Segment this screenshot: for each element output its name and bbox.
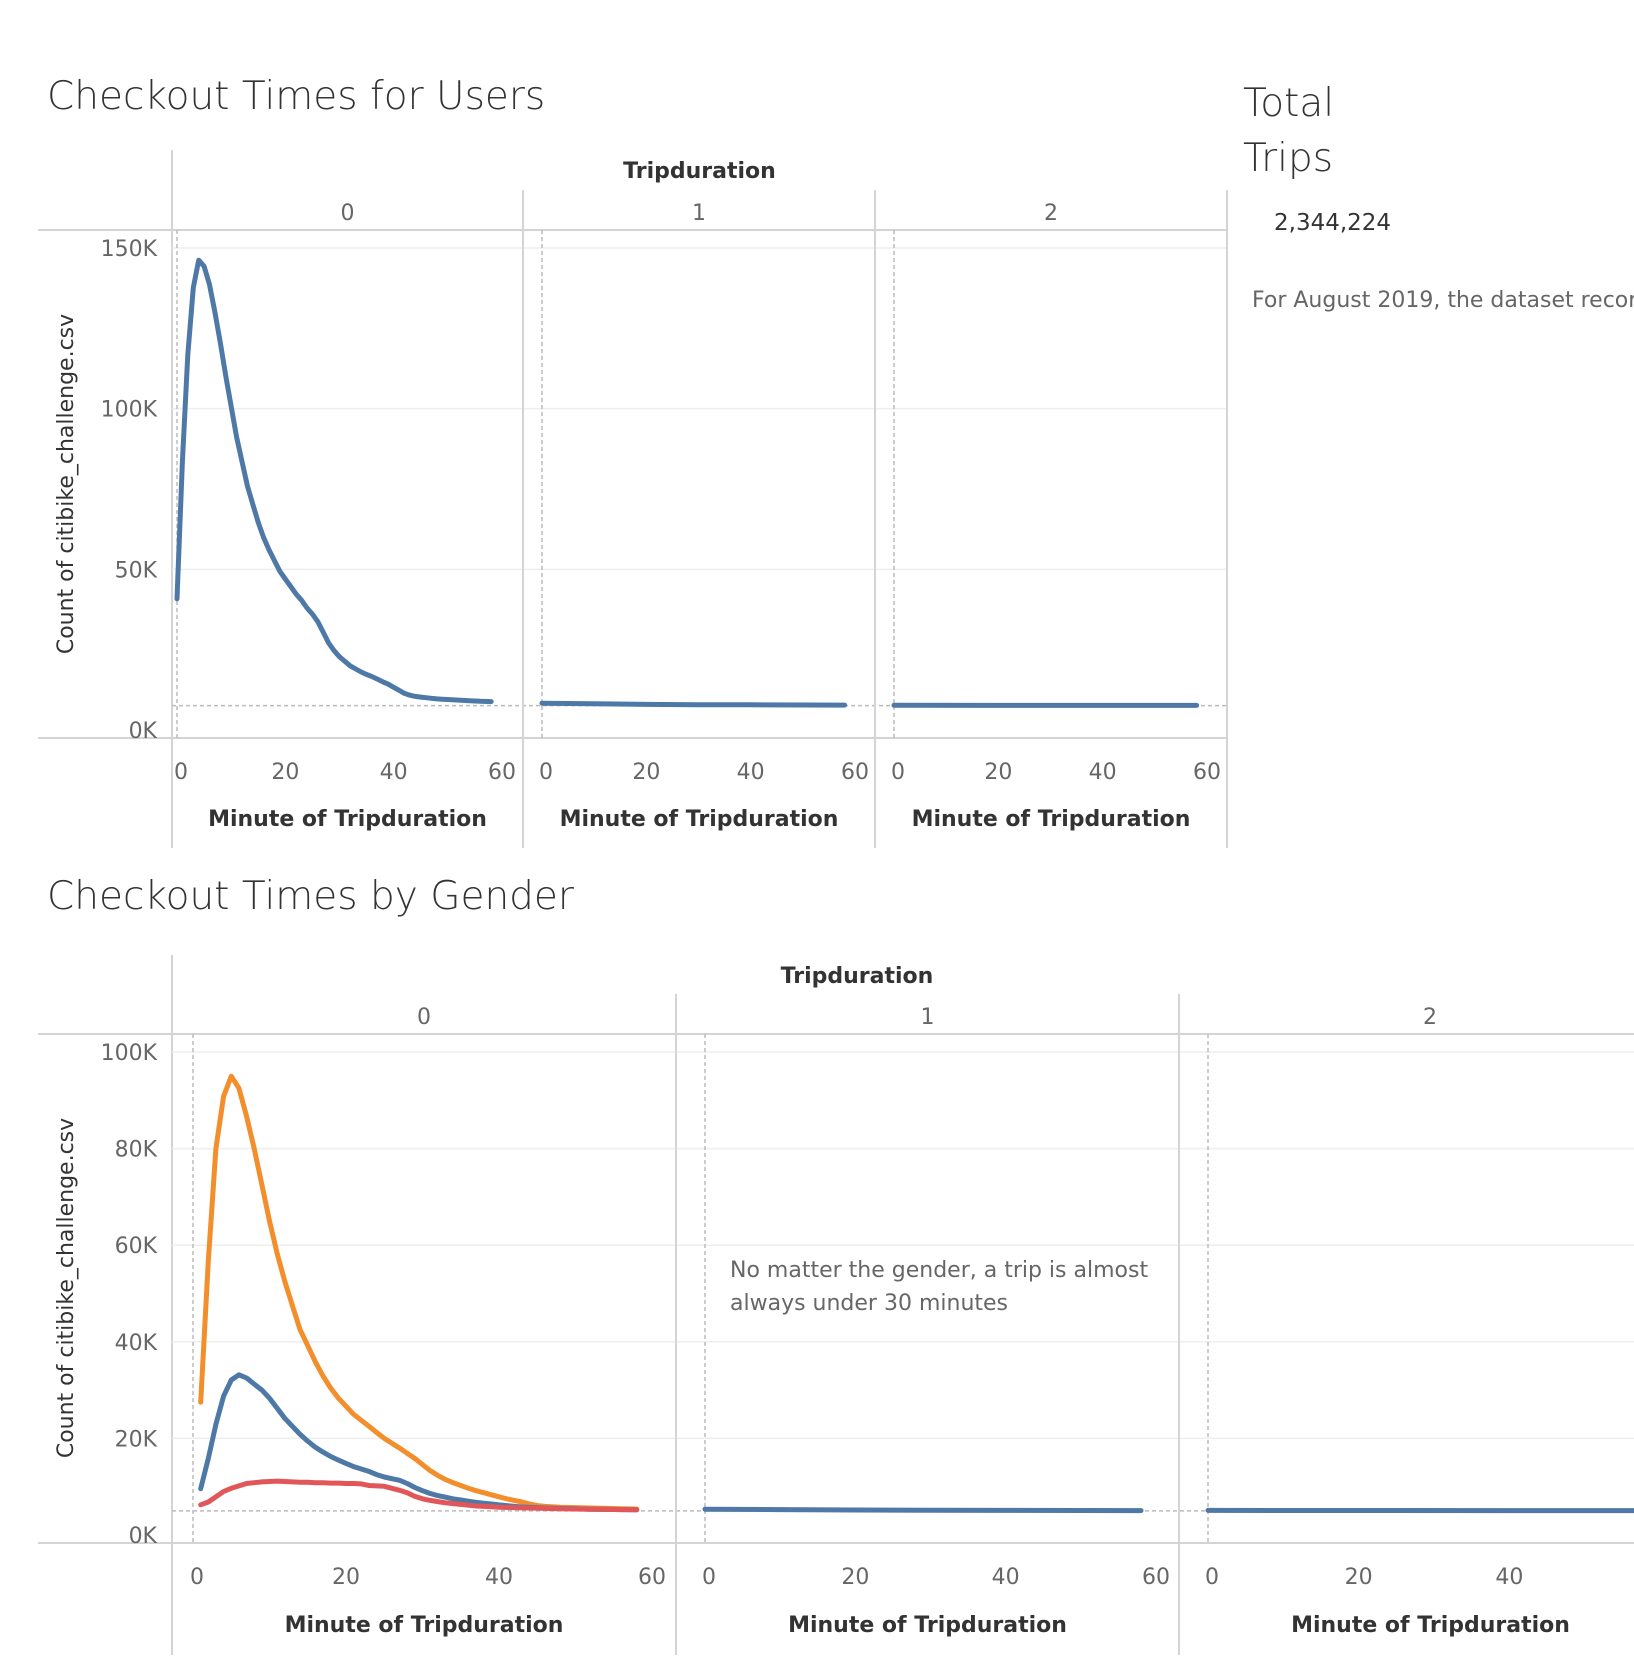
kpi-title-line2: Trips xyxy=(1243,136,1334,181)
x-tick-label: 40 xyxy=(737,760,765,785)
y-tick-label: 80K xyxy=(115,1138,158,1163)
x-tick-label: 40 xyxy=(485,1565,513,1590)
series-line-panel-0-1 xyxy=(198,1372,640,1513)
x-tick-label: 60 xyxy=(841,760,869,785)
y-tick-label: 20K xyxy=(115,1427,158,1452)
x-tick-label: 20 xyxy=(1345,1565,1373,1590)
x-tick-label: 60 xyxy=(1193,760,1221,785)
x-tick-label: 0 xyxy=(539,760,553,785)
annotation-text-line: always under 30 minutes xyxy=(730,1291,1008,1316)
y-tick-label: 150K xyxy=(101,237,158,262)
chart-title-users: Checkout Times for Users xyxy=(47,74,546,119)
kpi-title: Total Trips xyxy=(1243,76,1334,186)
x-tick-label: 60 xyxy=(1142,1565,1170,1590)
x-tick-label: 40 xyxy=(992,1565,1020,1590)
y-tick-label: 40K xyxy=(115,1331,158,1356)
series-line-panel-0-2 xyxy=(198,1478,640,1513)
x-tick-label: 60 xyxy=(638,1565,666,1590)
x-axis-title: Minute of Tripduration xyxy=(560,807,839,832)
series-line-panel-0-0 xyxy=(174,257,494,705)
kpi-title-line1: Total xyxy=(1243,81,1335,126)
column-label-0: 0 xyxy=(417,1005,431,1030)
x-tick-label: 40 xyxy=(380,760,408,785)
x-tick-label: 20 xyxy=(841,1565,869,1590)
x-axis-title: Minute of Tripduration xyxy=(788,1613,1067,1638)
x-axis-title: Minute of Tripduration xyxy=(208,807,487,832)
y-tick-label: 0K xyxy=(129,1524,158,1549)
column-header-label: Tripduration xyxy=(623,159,776,184)
x-tick-label: 0 xyxy=(190,1565,204,1590)
kpi-note-text: For August 2019, the dataset recor xyxy=(1252,288,1634,313)
x-tick-label: 60 xyxy=(488,760,516,785)
chart-title-gender: Checkout Times by Gender xyxy=(47,874,574,919)
column-label-2: 2 xyxy=(1423,1005,1437,1030)
x-axis-title: Minute of Tripduration xyxy=(1291,1613,1570,1638)
x-tick-label: 20 xyxy=(632,760,660,785)
column-label-2: 2 xyxy=(1044,201,1058,226)
x-tick-label: 40 xyxy=(1495,1565,1523,1590)
x-tick-label: 20 xyxy=(984,760,1012,785)
y-axis-title: Count of citibike_challenge.csv xyxy=(54,314,79,654)
y-axis-title: Count of citibike_challenge.csv xyxy=(54,1118,79,1458)
series-line-panel-0-0 xyxy=(198,1073,640,1512)
x-tick-label: 0 xyxy=(891,760,905,785)
column-label-1: 1 xyxy=(692,201,706,226)
y-tick-label: 100K xyxy=(101,1041,158,1066)
column-label-0: 0 xyxy=(341,201,355,226)
x-axis-title: Minute of Tripduration xyxy=(912,807,1191,832)
series-line-panel-1-0 xyxy=(539,700,848,708)
y-tick-label: 0K xyxy=(129,719,158,744)
y-tick-label: 50K xyxy=(115,558,158,583)
x-tick-label: 20 xyxy=(332,1565,360,1590)
x-axis-title: Minute of Tripduration xyxy=(285,1613,564,1638)
column-label-1: 1 xyxy=(921,1005,935,1030)
x-tick-label: 40 xyxy=(1089,760,1117,785)
x-tick-label: 0 xyxy=(702,1565,716,1590)
x-tick-label: 0 xyxy=(174,760,188,785)
y-tick-label: 60K xyxy=(115,1234,158,1259)
x-tick-label: 20 xyxy=(271,760,299,785)
x-tick-label: 0 xyxy=(1205,1565,1219,1590)
y-tick-label: 100K xyxy=(101,398,158,423)
kpi-total-trips-value: 2,344,224 xyxy=(1274,210,1392,236)
series-line-panel-1-0 xyxy=(702,1506,1144,1514)
column-header-label: Tripduration xyxy=(781,964,934,989)
annotation-text-line: No matter the gender, a trip is almost xyxy=(730,1258,1148,1283)
